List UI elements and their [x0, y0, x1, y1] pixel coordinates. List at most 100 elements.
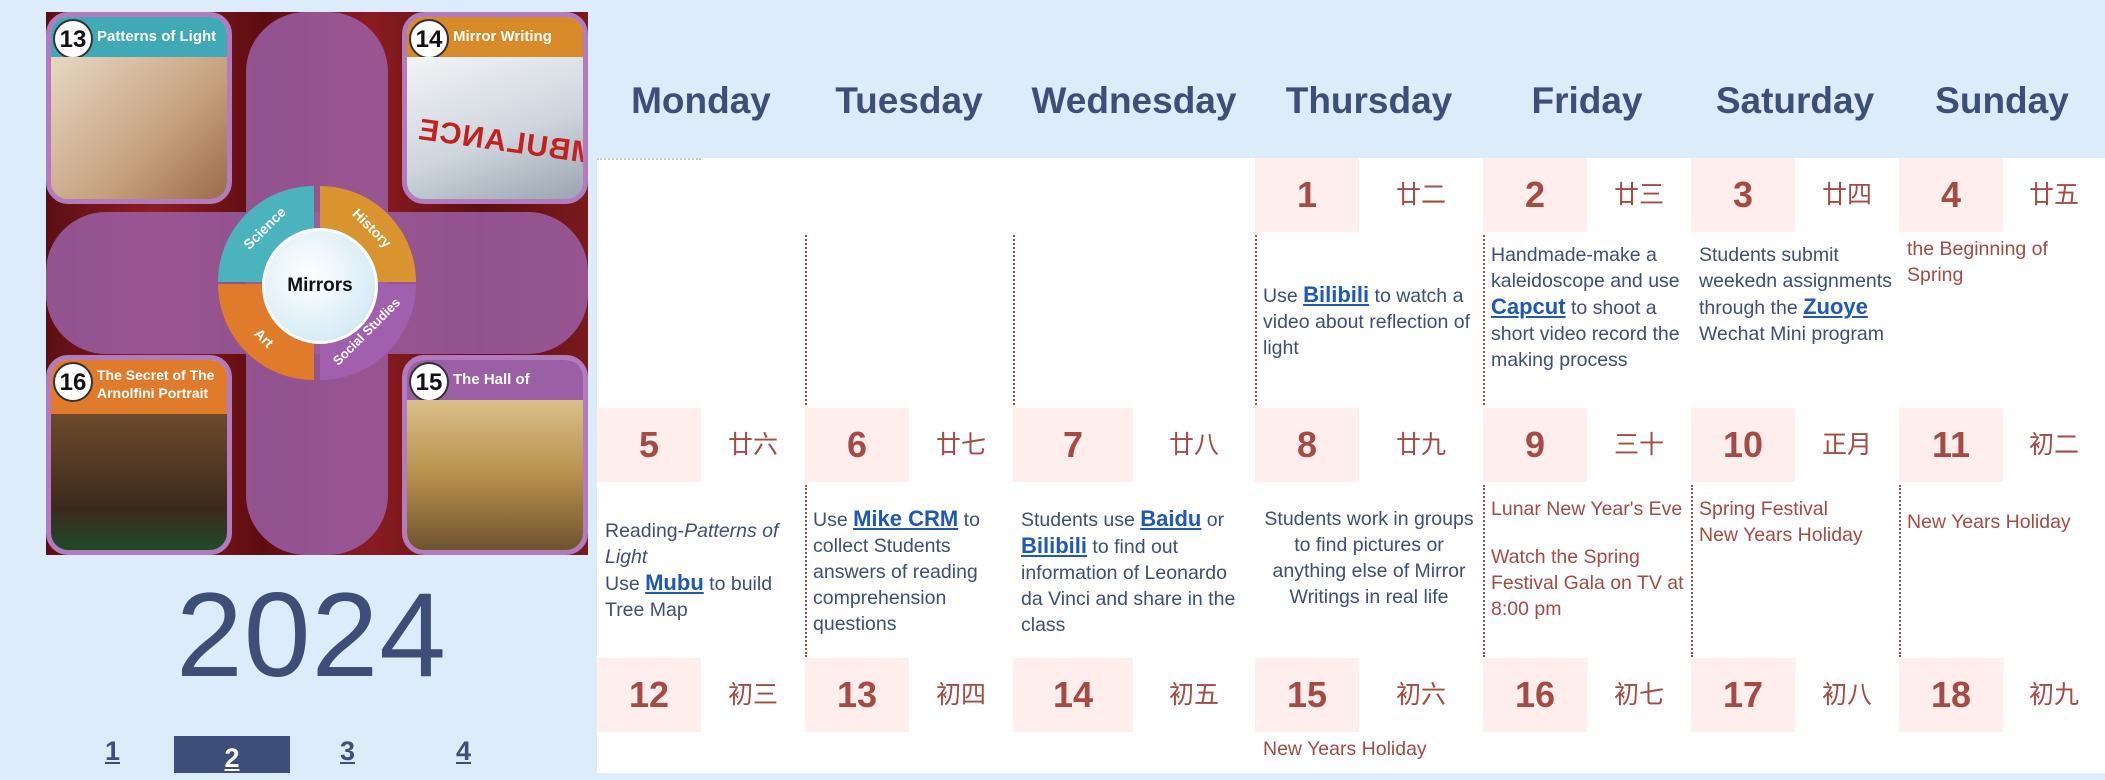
bilibili-link[interactable]: Bilibili	[1021, 533, 1087, 558]
lunar-date: 初九	[2028, 681, 2079, 709]
mike-crm-link[interactable]: Mike CRM	[853, 506, 959, 531]
bilibili-link[interactable]: Bilibili	[1303, 282, 1370, 307]
hub-title: Mirrors	[262, 228, 378, 344]
lesson-14-tile: Mirror Writing 14 AMBULANCE	[402, 12, 588, 204]
note-text: to shoot a short video record the making…	[1491, 297, 1680, 371]
weekday-thursday: Thursday	[1285, 80, 1453, 121]
note-friday-9: Lunar New Year's Eve Watch the Spring Fes…	[1491, 496, 1687, 622]
lesson-image-arnolfini-portrait	[51, 414, 227, 550]
lunar-date: 廿九	[1395, 431, 1446, 459]
baidu-link[interactable]: Baidu	[1140, 506, 1202, 531]
date-6: 6	[805, 408, 909, 482]
note-thursday-1: Use Bilibili to watch a video about refl…	[1263, 282, 1477, 361]
date-13: 13	[805, 658, 909, 732]
note-saturday-10: Spring Festival New Years Holiday	[1699, 496, 1895, 548]
lesson-16-tile: The Secret of The Arnolfini Portrait 16	[46, 355, 232, 555]
lunar-date: 廿八	[1168, 431, 1219, 459]
year-label: 2024	[176, 568, 447, 702]
lunar-date: 廿五	[2028, 181, 2079, 209]
note-thursday-15: New Years Holiday	[1263, 738, 1427, 760]
lesson-image-ambulance: AMBULANCE	[407, 57, 583, 199]
note-line: Spring Festival	[1699, 498, 1828, 520]
capcut-link[interactable]: Capcut	[1491, 294, 1566, 319]
note-line: Lunar New Year's Eve	[1491, 498, 1683, 520]
lesson-number: 15	[409, 362, 449, 402]
lesson-15-tile: The Hall of Mirrors 15	[402, 355, 588, 555]
divider	[1013, 235, 1015, 405]
note-text: Use	[605, 573, 646, 595]
lunar-date: 廿四	[1821, 181, 1872, 209]
lunar-date: 初二	[2028, 431, 2079, 459]
mirrors-hub: Science History Art Social Studies Mirro…	[212, 178, 422, 388]
lesson-number: 13	[53, 19, 93, 59]
date-11: 11	[1899, 408, 2003, 482]
date-5: 5	[597, 408, 701, 482]
note-line: Watch the Spring Festival Gala on TV at …	[1491, 546, 1684, 620]
page-link-3[interactable]: 3	[340, 736, 356, 766]
date-12: 12	[597, 658, 701, 732]
note-text: Use	[813, 509, 854, 531]
lunar-date: 初八	[1821, 681, 1872, 709]
lesson-image-hall-of-mirrors	[407, 400, 583, 550]
note-text: Students submit weekedn assignments thro…	[1699, 244, 1892, 319]
date-10: 10	[1691, 408, 1795, 482]
page-link-1[interactable]: 1	[105, 736, 121, 766]
weekday-header: Monday Tuesday Wednesday Thursday Friday…	[597, 0, 2105, 158]
date-18: 18	[1899, 658, 2003, 732]
note-italic-title: Patterns of Light	[605, 520, 779, 568]
page-link-4[interactable]: 4	[456, 736, 472, 766]
lesson-image-colored-tubes	[51, 57, 227, 199]
note-text: to find out information of Leonardo da V…	[1021, 536, 1236, 636]
calendar: Monday Tuesday Wednesday Thursday Friday…	[597, 0, 2105, 773]
date-1: 1	[1255, 158, 1359, 232]
left-panel: Patterns of Light 13 Mirror Writing 14 A…	[0, 0, 597, 773]
date-14: 14	[1013, 658, 1133, 732]
lunar-date: 初五	[1168, 681, 1219, 709]
note-text: Handmade-make a kaleidoscope and use	[1491, 244, 1680, 292]
page-link-2-active[interactable]: 2	[174, 736, 290, 773]
weekday-friday: Friday	[1531, 80, 1643, 121]
month-pager: 1 2 3 4	[0, 736, 597, 773]
note-text: Wechat Mini program	[1699, 323, 1884, 345]
note-monday-5: Reading-Patterns of Light Use Mubu to bui…	[605, 518, 801, 623]
divider	[1899, 485, 1901, 657]
date-16: 16	[1483, 658, 1587, 732]
divider	[805, 485, 807, 657]
date-17: 17	[1691, 658, 1795, 732]
lesson-number: 14	[409, 19, 449, 59]
date-2: 2	[1483, 158, 1587, 232]
divider	[805, 235, 807, 405]
divider	[597, 158, 701, 160]
lunar-date: 廿三	[1613, 181, 1664, 209]
note-friday-2: Handmade-make a kaleidoscope and use Cap…	[1491, 242, 1687, 373]
lunar-date: 初四	[935, 681, 986, 709]
lunar-date: 正月	[1821, 431, 1872, 459]
lunar-date: 廿七	[935, 431, 986, 459]
divider	[1255, 235, 1257, 405]
lunar-date: 初三	[727, 681, 778, 709]
date-7: 7	[1013, 408, 1133, 482]
weekday-wednesday: Wednesday	[1031, 80, 1237, 121]
ambulance-text: AMBULANCE	[415, 113, 588, 174]
segment-label: Art	[251, 325, 277, 351]
mubu-link[interactable]: Mubu	[645, 570, 704, 595]
date-8: 8	[1255, 408, 1359, 482]
note-text: Use	[1263, 285, 1304, 307]
note-thursday-8: Students work in groups to find pictures…	[1264, 508, 1474, 608]
weekday-monday: Monday	[631, 80, 771, 121]
note-text: to collect Students answers of reading c…	[813, 509, 980, 635]
note-saturday-3: Students submit weekedn assignments thro…	[1699, 242, 1895, 347]
mirrors-poster: Patterns of Light 13 Mirror Writing 14 A…	[46, 12, 588, 555]
weekday-tuesday: Tuesday	[835, 80, 983, 121]
lunar-date: 廿六	[727, 431, 778, 459]
divider	[1483, 485, 1485, 657]
date-3: 3	[1691, 158, 1795, 232]
zuoye-link[interactable]: Zuoye	[1803, 294, 1868, 319]
lunar-date: 廿二	[1395, 181, 1446, 209]
note-text: to watch a video about reflection of lig…	[1263, 285, 1471, 359]
note-text: Students use	[1021, 509, 1141, 531]
date-15: 15	[1255, 658, 1359, 732]
lesson-13-tile: Patterns of Light 13	[46, 12, 232, 204]
divider	[1691, 485, 1693, 657]
lesson-number: 16	[53, 362, 93, 402]
